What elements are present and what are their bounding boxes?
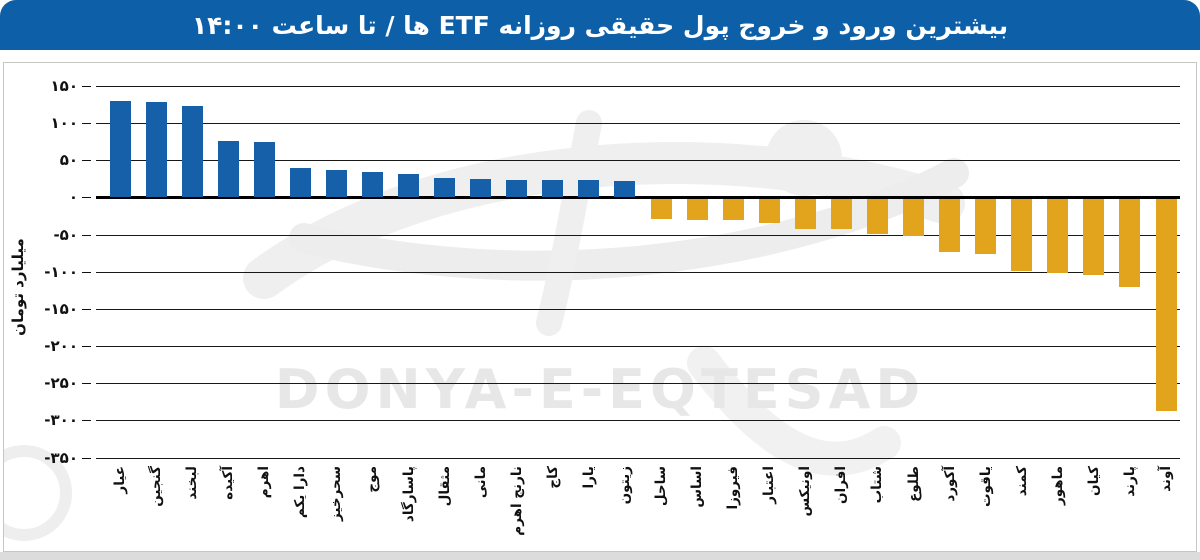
y-tick-dash	[82, 123, 91, 125]
y-tick-label: -۲۰۰	[44, 337, 78, 356]
inflow-bar	[398, 174, 420, 198]
donya-e-eqtesad-watermark: DONYA-E-EQTESAD	[274, 358, 926, 421]
y-tick-dash	[82, 160, 91, 162]
x-category-label: شتاب	[869, 466, 886, 504]
inflow-bar	[542, 179, 564, 198]
chart-title: بیشترین ورود و خروج پول حقیقی روزانه ETF…	[191, 10, 1009, 40]
inflow-bar	[109, 100, 131, 198]
outflow-bar	[1047, 198, 1069, 274]
x-category-label: طلوع	[905, 466, 922, 502]
x-category-label: آوند	[1158, 466, 1175, 492]
inflow-bar	[361, 172, 383, 198]
gridline	[96, 160, 1180, 162]
y-tick-label: -۳۰۰	[44, 411, 78, 430]
outflow-bar	[903, 198, 925, 237]
x-category-label: مانی	[472, 466, 489, 499]
gridline	[96, 420, 1180, 422]
y-tick-dash	[82, 271, 91, 273]
outflow-bar	[1083, 198, 1105, 275]
x-category-label: ماهور	[1049, 466, 1066, 506]
inflow-bar	[289, 167, 311, 198]
y-tick-label: ۱۰۰	[50, 114, 78, 133]
x-category-label: دارا یکم	[292, 466, 309, 519]
x-category-label: زیتون	[616, 466, 633, 505]
outflow-bar	[686, 198, 708, 220]
x-category-label: لبخند	[184, 466, 201, 500]
y-tick-dash	[82, 308, 91, 310]
inflow-bar	[253, 141, 275, 198]
gridline	[96, 234, 1180, 236]
inflow-bar	[217, 140, 239, 198]
x-category-label: پاسارگاد	[400, 466, 417, 523]
title-banner: بیشترین ورود و خروج پول حقیقی روزانه ETF…	[0, 0, 1200, 50]
y-tick-dash	[82, 86, 91, 87]
outflow-bar	[794, 198, 816, 229]
x-category-label: مثقال	[436, 466, 453, 507]
x-category-label: فیروزا	[725, 466, 742, 510]
x-category-label: ساحل	[653, 466, 670, 507]
inflow-bar	[470, 178, 492, 198]
bottom-strip	[0, 552, 1200, 560]
zero-axis-line	[96, 195, 1180, 199]
y-tick-label: -۱۵۰	[44, 299, 78, 318]
gridline	[96, 346, 1180, 348]
inflow-bar	[434, 178, 456, 198]
y-tick-label: -۵۰	[53, 225, 78, 244]
chart-frame: DONYA-E-EQTESAD میلیارد تومان ۱۵۰ ۱۰۰ ۵۰ ۰-…	[3, 62, 1197, 552]
y-tick-label: ۱۵۰	[50, 77, 78, 95]
gridline	[96, 383, 1180, 385]
inflow-bar	[145, 101, 167, 198]
x-category-label: پارند	[1121, 466, 1138, 497]
y-tick-label: -۲۵۰	[44, 374, 78, 393]
inflow-bar	[614, 181, 636, 198]
gridline	[96, 123, 1180, 125]
gridline	[96, 86, 1180, 87]
outflow-bar	[830, 198, 852, 230]
y-tick-dash	[82, 420, 91, 422]
outflow-bar	[758, 198, 780, 224]
outflow-bar	[1155, 198, 1177, 412]
x-category-label: سحرخیز	[328, 466, 345, 522]
x-category-label: اونیکس	[797, 466, 814, 517]
x-category-label: یاقوت	[977, 466, 994, 508]
x-category-label: نارنج اهرم	[508, 466, 525, 536]
x-category-label: اساس	[689, 466, 706, 508]
x-category-label: کیان	[1085, 466, 1102, 496]
inflow-bar	[325, 169, 347, 198]
x-category-label: اعتبار	[761, 466, 778, 504]
y-tick-dash	[82, 346, 91, 348]
outflow-bar	[1011, 198, 1033, 271]
y-tick-dash	[82, 234, 91, 236]
gridline	[96, 271, 1180, 273]
y-tick-dash	[82, 383, 91, 385]
x-category-label: کاج	[544, 466, 561, 489]
x-category-label: کمند	[1013, 466, 1030, 497]
outflow-bar	[722, 198, 744, 221]
inflow-bar	[578, 180, 600, 198]
y-tick-label: -۳۵۰	[44, 448, 78, 467]
outflow-bar	[650, 198, 672, 219]
x-category-label: آکیده	[220, 466, 237, 500]
x-category-label: افران	[833, 466, 850, 505]
x-category-label: موج	[364, 466, 381, 493]
y-tick-label: ۵۰	[59, 151, 78, 170]
y-tick-label: ۰	[68, 188, 78, 207]
outflow-bar	[866, 198, 888, 234]
x-category-label: آکورد	[941, 466, 958, 502]
inflow-bar	[506, 179, 528, 198]
outflow-bar	[975, 198, 997, 254]
gridline	[96, 308, 1180, 310]
inflow-bar	[181, 106, 203, 198]
y-tick-dash	[82, 457, 91, 459]
x-category-label: اهرم	[256, 466, 273, 499]
y-tick-label: -۱۰۰	[44, 262, 78, 281]
y-tick-dash	[82, 197, 91, 199]
gridline	[96, 457, 1180, 459]
x-category-label: یارا	[580, 466, 597, 489]
outflow-bar	[939, 198, 961, 253]
x-category-label: گنجین	[148, 466, 165, 507]
outflow-bar	[1119, 198, 1141, 288]
x-category-label: عیار	[112, 466, 128, 494]
